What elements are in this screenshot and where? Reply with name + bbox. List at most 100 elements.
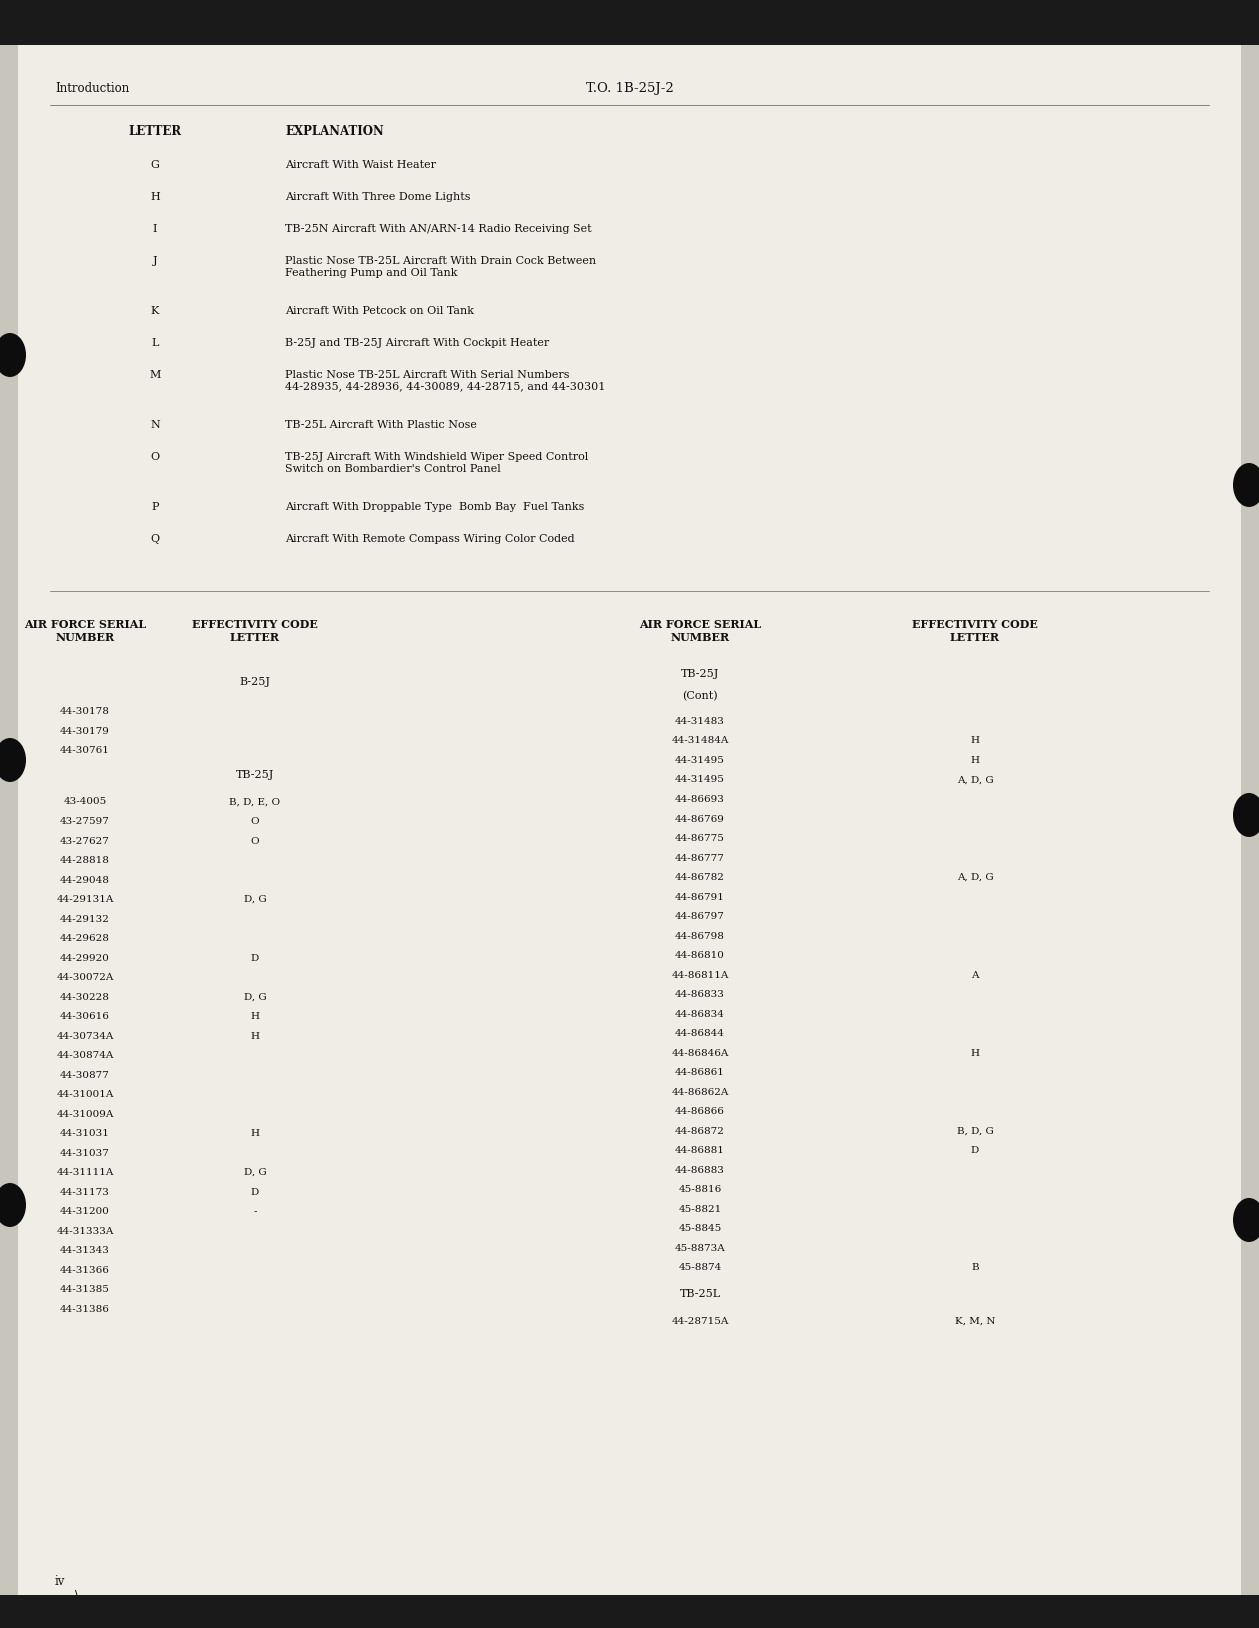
Text: 44-31495: 44-31495 [675,775,725,785]
Text: 44-86791: 44-86791 [675,892,725,902]
Text: 44-31333A: 44-31333A [57,1226,113,1236]
Text: K, M, N: K, M, N [954,1317,996,1325]
Text: B, D, E, O: B, D, E, O [229,798,281,806]
Text: 44-30179: 44-30179 [60,726,110,736]
Text: D: D [971,1146,980,1154]
Text: H: H [150,192,160,202]
Ellipse shape [0,334,26,378]
Text: 44-31385: 44-31385 [60,1284,110,1294]
Text: 44-31037: 44-31037 [60,1148,110,1158]
Text: 44-31031: 44-31031 [60,1128,110,1138]
Bar [0,0,1259,46]
Text: 44-86862A: 44-86862A [671,1088,729,1097]
Text: T.O. 1B-25J-2: T.O. 1B-25J-2 [585,81,674,94]
Text: O: O [251,837,259,845]
Text: TB-25N Aircraft With AN/ARN-14 Radio Receiving Set: TB-25N Aircraft With AN/ARN-14 Radio Rec… [285,225,592,234]
Text: 44-29920: 44-29920 [60,954,110,962]
Text: AIR FORCE SERIAL
NUMBER: AIR FORCE SERIAL NUMBER [24,619,146,643]
Text: G: G [151,160,160,169]
Text: LETTER: LETTER [128,125,181,138]
Text: J: J [152,256,157,265]
Text: 44-31111A: 44-31111A [57,1167,113,1177]
Text: 44-86693: 44-86693 [675,794,725,804]
Text: Aircraft With Three Dome Lights: Aircraft With Three Dome Lights [285,192,471,202]
Text: 44-86861: 44-86861 [675,1068,725,1078]
Text: 44-86782: 44-86782 [675,873,725,882]
Text: H: H [251,1013,259,1021]
Text: 44-86810: 44-86810 [675,951,725,961]
Text: \: \ [76,1591,79,1604]
Text: 44-86775: 44-86775 [675,834,725,843]
Text: Q: Q [150,534,160,544]
Text: 43-27597: 43-27597 [60,817,110,825]
Text: P: P [151,501,159,511]
Text: D, G: D, G [244,1167,267,1177]
Text: Aircraft With Petcock on Oil Tank: Aircraft With Petcock on Oil Tank [285,306,473,316]
Text: 44-31200: 44-31200 [60,1206,110,1216]
Text: 44-31483: 44-31483 [675,716,725,726]
Text: B, D, G: B, D, G [957,1127,993,1135]
Text: 44-86777: 44-86777 [675,853,725,863]
Text: B-25J: B-25J [239,677,271,687]
Text: H: H [971,1048,980,1058]
Text: M: M [150,370,161,379]
Text: 44-86769: 44-86769 [675,814,725,824]
Ellipse shape [1233,793,1259,837]
Text: 43-4005: 43-4005 [63,798,107,806]
Text: 44-30616: 44-30616 [60,1013,110,1021]
Text: 44-30178: 44-30178 [60,707,110,716]
Text: 44-31173: 44-31173 [60,1187,110,1197]
Text: EFFECTIVITY CODE
LETTER: EFFECTIVITY CODE LETTER [193,619,319,643]
Text: 44-31366: 44-31366 [60,1265,110,1275]
Text: 45-8874: 45-8874 [679,1263,721,1271]
Text: 44-30072A: 44-30072A [57,974,113,982]
Text: 44-86834: 44-86834 [675,1009,725,1019]
Text: 45-8816: 45-8816 [679,1185,721,1193]
Text: TB-25J Aircraft With Windshield Wiper Speed Control
Switch on Bombardier's Contr: TB-25J Aircraft With Windshield Wiper Sp… [285,453,588,474]
Text: A, D, G: A, D, G [957,873,993,882]
Text: D, G: D, G [244,895,267,904]
Text: 44-86881: 44-86881 [675,1146,725,1154]
Text: Plastic Nose TB-25L Aircraft With Serial Numbers
44-28935, 44-28936, 44-30089, 4: Plastic Nose TB-25L Aircraft With Serial… [285,370,606,392]
Bar [0,1595,1259,1628]
Text: Introduction: Introduction [55,81,130,94]
Text: 44-86844: 44-86844 [675,1029,725,1039]
Text: iv: iv [55,1574,65,1587]
Text: A, D, G: A, D, G [957,775,993,785]
Text: 44-28715A: 44-28715A [671,1317,729,1325]
Text: 44-29628: 44-29628 [60,934,110,943]
Text: 44-86833: 44-86833 [675,990,725,1000]
Text: D: D [251,954,259,962]
Text: B: B [971,1263,978,1271]
Text: Aircraft With Droppable Type  Bomb Bay  Fuel Tanks: Aircraft With Droppable Type Bomb Bay Fu… [285,501,584,511]
Text: Aircraft With Remote Compass Wiring Color Coded: Aircraft With Remote Compass Wiring Colo… [285,534,574,544]
Text: 44-86846A: 44-86846A [671,1048,729,1058]
Text: A: A [971,970,978,980]
Text: (Cont): (Cont) [682,690,718,702]
Text: L: L [151,339,159,348]
Text: -: - [253,1206,257,1216]
Text: TB-25J: TB-25J [235,770,274,780]
Text: I: I [152,225,157,234]
Text: 44-30734A: 44-30734A [57,1032,113,1040]
Text: 44-86811A: 44-86811A [671,970,729,980]
Text: Plastic Nose TB-25L Aircraft With Drain Cock Between
Feathering Pump and Oil Tan: Plastic Nose TB-25L Aircraft With Drain … [285,256,596,278]
Text: H: H [251,1128,259,1138]
Text: H: H [971,755,980,765]
Text: EXPLANATION: EXPLANATION [285,125,384,138]
Text: H: H [971,736,980,746]
Text: EFFECTIVITY CODE
LETTER: EFFECTIVITY CODE LETTER [912,619,1037,643]
Text: 44-30761: 44-30761 [60,746,110,755]
Text: 44-31495: 44-31495 [675,755,725,765]
Text: D, G: D, G [244,993,267,1001]
Text: H: H [251,1032,259,1040]
Text: 44-29048: 44-29048 [60,876,110,884]
Text: 44-31009A: 44-31009A [57,1110,113,1118]
Text: 44-30228: 44-30228 [60,993,110,1001]
Text: TB-25L Aircraft With Plastic Nose: TB-25L Aircraft With Plastic Nose [285,420,477,430]
Text: 44-86872: 44-86872 [675,1127,725,1135]
Ellipse shape [0,737,26,781]
Ellipse shape [0,1184,26,1228]
Text: Aircraft With Waist Heater: Aircraft With Waist Heater [285,160,436,169]
Text: 44-31484A: 44-31484A [671,736,729,746]
